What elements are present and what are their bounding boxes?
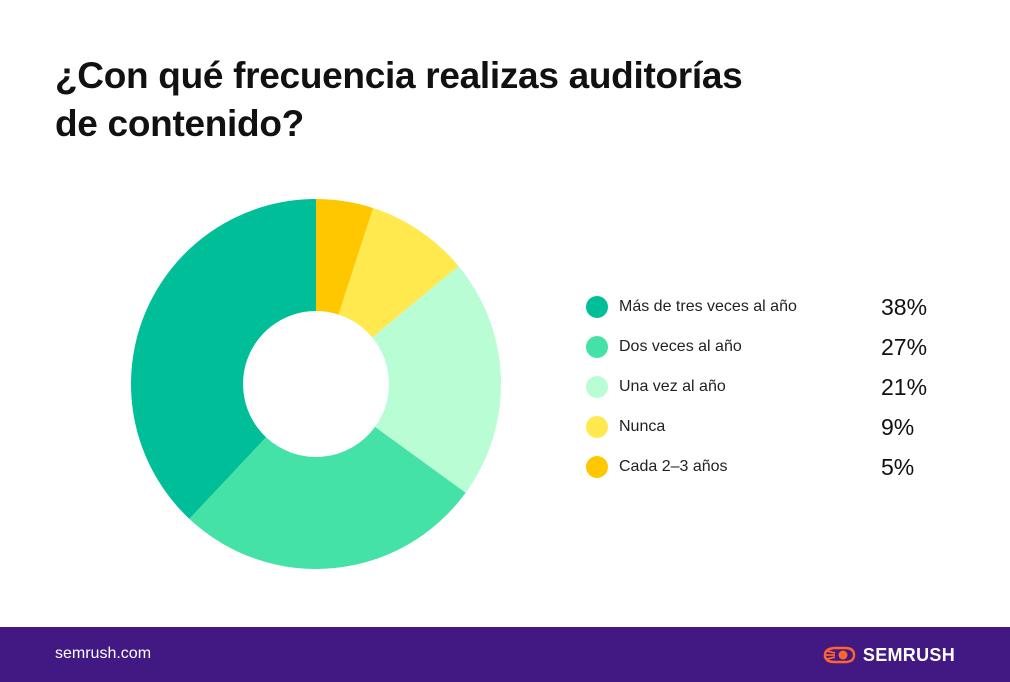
legend-value-nunca: 9%	[881, 413, 915, 440]
legend-item-una-vez: Una vez al año 21%	[586, 367, 946, 407]
legend-item-dos-veces: Dos veces al año 27%	[586, 327, 946, 367]
semrush-logo-icon	[823, 646, 856, 664]
chart-title-line-2: de contenido?	[55, 103, 304, 144]
legend-label-cada-2-3-anos: Cada 2–3 años	[619, 458, 728, 475]
donut-chart	[131, 199, 502, 569]
legend-label-dos-veces: Dos veces al año	[619, 338, 742, 355]
brand-logo[interactable]: SEMRUSH	[823, 643, 955, 667]
legend-swatch-dos-veces	[586, 336, 608, 358]
legend-item-mas-de-tres-veces: Más de tres veces al año 38%	[586, 287, 946, 327]
legend-swatch-nunca	[586, 416, 608, 438]
legend-value-mas-de-tres-veces: 38%	[881, 293, 928, 320]
brand-name: SEMRUSH	[862, 644, 955, 665]
footer-bar: semrush.com SEMRUSH	[0, 627, 1010, 682]
legend-item-nunca: Nunca 9%	[586, 407, 946, 447]
legend-value-una-vez: 21%	[881, 373, 928, 400]
footer-url[interactable]: semrush.com	[55, 645, 152, 662]
chart-legend: Más de tres veces al año 38% Dos veces a…	[586, 287, 946, 487]
donut-slice-2	[189, 426, 466, 569]
legend-swatch-mas-de-tres-veces	[586, 296, 608, 318]
donut-slice-1	[131, 199, 316, 519]
legend-label-mas-de-tres-veces: Más de tres veces al año	[619, 298, 797, 315]
legend-value-dos-veces: 27%	[881, 333, 928, 360]
legend-swatch-una-vez	[586, 376, 608, 398]
chart-title: ¿Con qué frecuencia realizas auditorías …	[55, 52, 855, 148]
donut-slice-5	[316, 199, 374, 315]
donut-slice-3	[372, 266, 502, 493]
legend-swatch-cada-2-3-anos	[586, 456, 608, 478]
legend-value-cada-2-3-anos: 5%	[881, 453, 915, 480]
chart-title-line-1: ¿Con qué frecuencia realizas auditorías	[55, 55, 743, 96]
donut-slice-4	[338, 208, 459, 338]
legend-item-cada-2-3-anos: Cada 2–3 años 5%	[586, 447, 946, 487]
legend-label-nunca: Nunca	[619, 418, 666, 435]
legend-label-una-vez: Una vez al año	[619, 378, 726, 395]
